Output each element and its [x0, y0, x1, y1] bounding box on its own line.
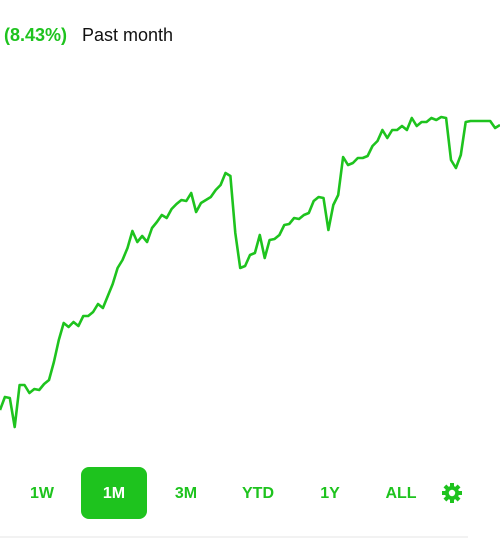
range-button[interactable]: 3M: [175, 485, 197, 502]
price-line: [0, 115, 500, 429]
range-label: ALL: [385, 485, 416, 502]
settings-icon[interactable]: [442, 483, 462, 503]
selected-bg: [81, 467, 147, 519]
period-label: Past month: [82, 25, 173, 45]
change-percent: (8.43%): [4, 25, 67, 45]
range-button[interactable]: ALL: [385, 485, 416, 502]
range-button[interactable]: 1W: [30, 485, 55, 502]
price-chart: [0, 115, 500, 429]
range-label: 1M: [103, 485, 125, 502]
range-button[interactable]: 1M: [81, 467, 147, 519]
range-selector: 1W 1M 3M YTD 1Y ALL: [30, 467, 417, 519]
range-label: 3M: [175, 485, 197, 502]
range-button[interactable]: YTD: [242, 485, 274, 502]
gear-hole: [448, 489, 456, 497]
range-label: 1W: [30, 485, 55, 502]
range-label: YTD: [242, 485, 274, 502]
range-label: 1Y: [320, 485, 340, 502]
range-button[interactable]: 1Y: [320, 485, 340, 502]
